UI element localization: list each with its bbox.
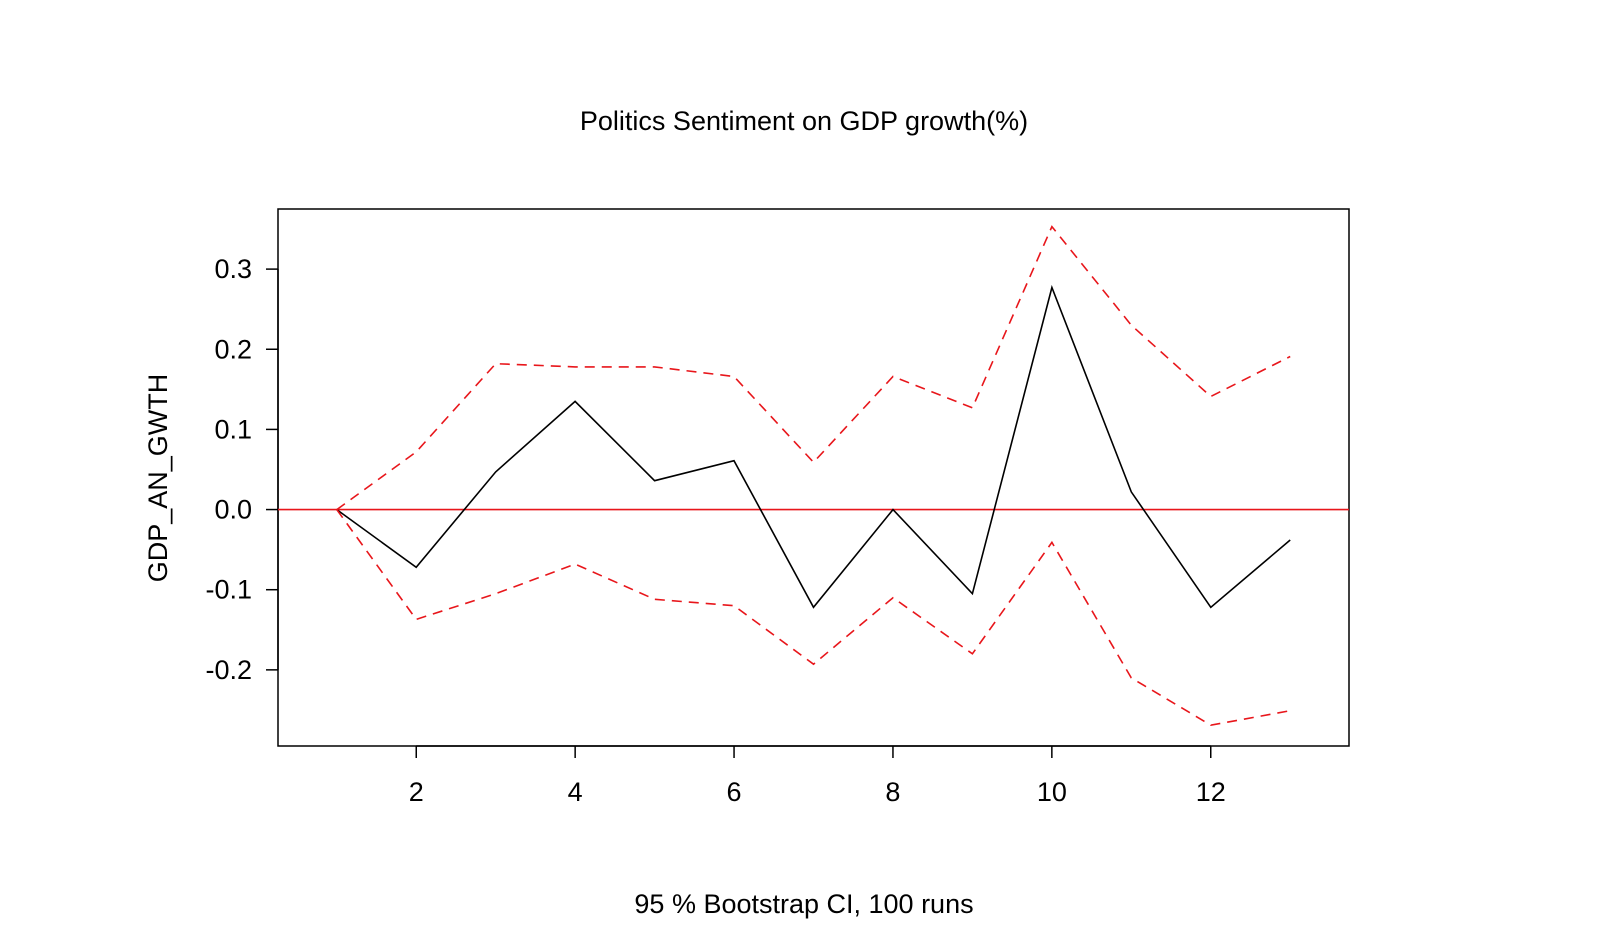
- y-tick-label: 0.0: [214, 495, 252, 525]
- x-tick-label: 2: [409, 777, 424, 807]
- series-line-estimate: [336, 284, 1291, 609]
- x-axis: 2 4 6 8 10 12: [409, 745, 1226, 807]
- y-tick-label: -0.1: [205, 575, 252, 605]
- y-tick-label: 0.2: [214, 334, 252, 364]
- y-tick-label: 0.3: [214, 254, 252, 284]
- plot-frame: [277, 208, 1350, 747]
- x-tick-label: 10: [1037, 777, 1067, 807]
- y-tick-label: 0.1: [214, 414, 252, 444]
- x-tick-label: 12: [1196, 777, 1226, 807]
- x-tick-label: 8: [885, 777, 900, 807]
- series-line-lower-ci: [336, 509, 1291, 727]
- series-line-upper-ci: [336, 225, 1291, 511]
- y-tick-label: -0.2: [205, 655, 252, 685]
- y-axis-label: GDP_AN_GWTH: [143, 374, 173, 583]
- x-axis-label: 95 % Bootstrap CI, 100 runs: [634, 889, 973, 919]
- x-tick-label: 6: [727, 777, 742, 807]
- x-tick-label: 4: [568, 777, 583, 807]
- plot-area: [278, 225, 1349, 727]
- chart-title: Politics Sentiment on GDP growth(%): [580, 106, 1028, 136]
- y-axis: -0.2 -0.1 0.0 0.1 0.2 0.3: [205, 254, 279, 685]
